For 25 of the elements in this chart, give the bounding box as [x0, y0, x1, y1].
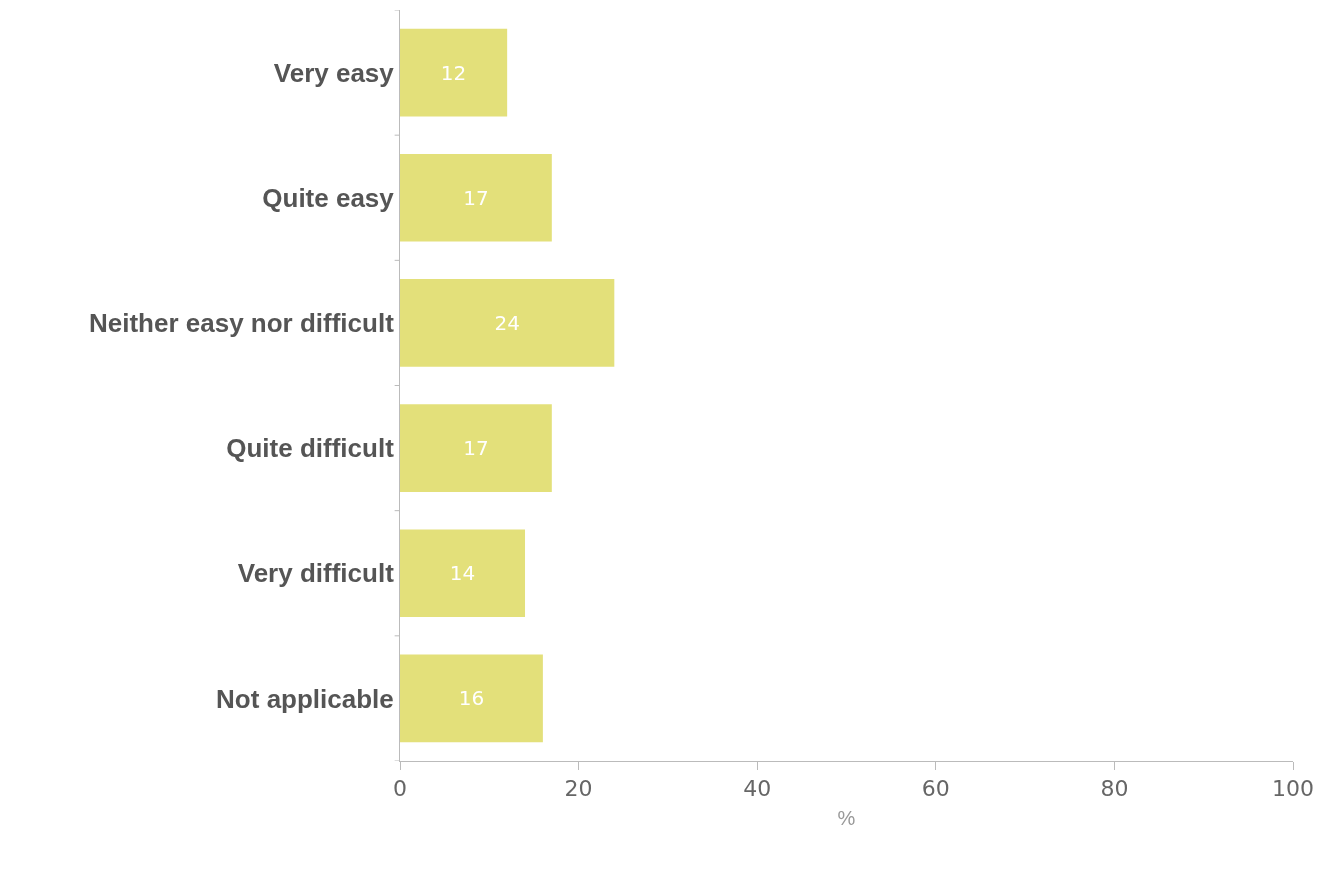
- bar: [400, 529, 526, 618]
- x-tick-label: 40: [743, 776, 772, 802]
- y-tick-label: Quite difficult: [226, 433, 395, 464]
- y-tick-label: Neither easy nor difficult: [88, 308, 395, 339]
- data-label: 17: [463, 185, 489, 210]
- bar: [400, 279, 615, 367]
- data-label: 16: [458, 686, 485, 711]
- data-label: 24: [494, 310, 520, 335]
- data-label: 12: [440, 60, 467, 85]
- y-tick-label: Very easy: [273, 57, 395, 88]
- y-tick-label: Very difficult: [237, 558, 395, 589]
- bar: [400, 153, 552, 242]
- x-axis-title: %: [837, 806, 856, 829]
- x-tick-label: 80: [1100, 776, 1129, 802]
- data-label: 14: [449, 561, 476, 586]
- x-tick-label: 60: [921, 776, 950, 802]
- bar: [400, 404, 552, 492]
- bar: [400, 28, 508, 117]
- x-tick-label: 0: [393, 776, 407, 802]
- y-tick-label: Quite easy: [262, 182, 395, 213]
- y-tick-label: Not applicable: [216, 683, 394, 714]
- x-tick-label: 20: [564, 776, 593, 802]
- x-tick-label: 100: [1272, 776, 1314, 802]
- bar: [400, 654, 543, 743]
- data-label: 17: [463, 436, 489, 461]
